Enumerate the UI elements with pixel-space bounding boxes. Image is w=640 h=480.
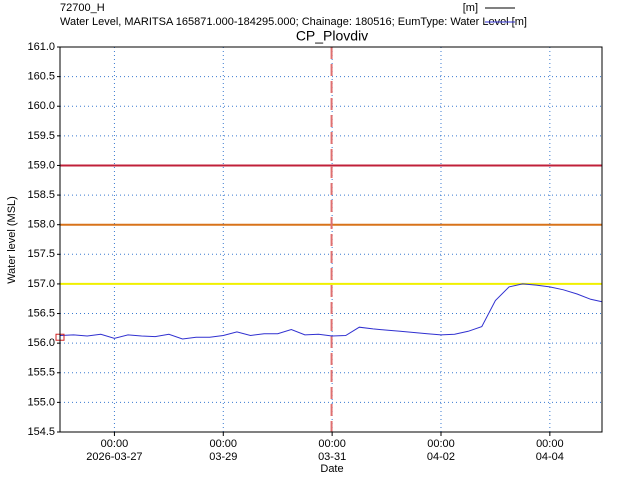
- y-tick-label: 154.5: [27, 426, 55, 438]
- y-tick-label: 159.0: [27, 159, 55, 171]
- x-tick-label: 00:00: [536, 438, 564, 450]
- y-tick-label: 157.0: [27, 278, 55, 290]
- y-tick-label: 155.0: [27, 396, 55, 408]
- x-tick-label: 03-29: [209, 451, 237, 463]
- y-tick-label: 160.0: [27, 100, 55, 112]
- y-axis-label: Water level (MSL): [6, 196, 18, 284]
- y-tick-label: 156.0: [27, 337, 55, 349]
- y-tick-label: 158.5: [27, 189, 55, 201]
- x-tick-label: 04-04: [536, 451, 564, 463]
- y-tick-label: 156.5: [27, 307, 55, 319]
- legend-label: Water Level, MARITSA 165871.000-184295.0…: [60, 16, 527, 28]
- x-axis-label: Date: [320, 463, 343, 475]
- x-tick-label: 03-31: [318, 451, 346, 463]
- x-tick-label: 00:00: [427, 438, 455, 450]
- y-tick-label: 155.5: [27, 367, 55, 379]
- y-tick-label: 161.0: [27, 41, 55, 53]
- x-tick-label: 04-02: [427, 451, 455, 463]
- y-tick-label: 158.0: [27, 219, 55, 231]
- y-tick-label: 157.5: [27, 248, 55, 260]
- legend-label: 72700_H: [60, 2, 105, 14]
- x-tick-label: 00:00: [210, 438, 238, 450]
- x-tick-label: 00:00: [101, 438, 129, 450]
- chart-title: CP_Plovdiv: [296, 28, 368, 44]
- legend-unit: [m]: [463, 2, 478, 14]
- x-tick-label: 2026-03-27: [86, 451, 142, 463]
- x-tick-label: 00:00: [318, 438, 346, 450]
- y-tick-label: 159.5: [27, 130, 55, 142]
- series-line: [59, 283, 603, 340]
- y-tick-label: 160.5: [27, 71, 55, 83]
- plot-frame: [59, 46, 603, 433]
